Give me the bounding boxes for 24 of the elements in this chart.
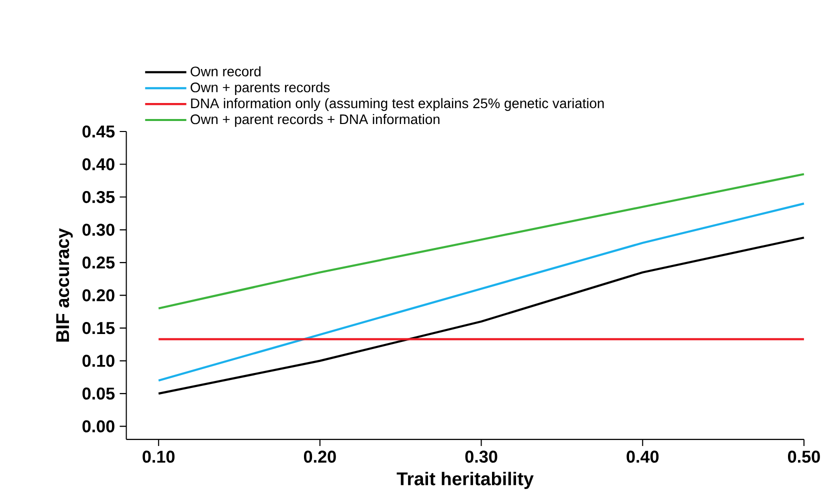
x-tick-label: 0.30	[465, 450, 498, 463]
line-series	[158, 202, 806, 382]
y-tick-label: 0.40	[82, 158, 114, 170]
y-tick-label: 0.45	[82, 125, 115, 138]
legend-label: Own record	[190, 66, 261, 76]
line-series	[158, 236, 806, 394]
x-axis-title: Trait heritability	[396, 472, 534, 489]
y-axis-title: BIF accuracy	[56, 228, 73, 342]
y-tick-label: 0.35	[82, 190, 115, 203]
y-tick-label: 0.00	[82, 420, 114, 432]
line-series	[158, 172, 806, 310]
x-tick-label: 0.20	[304, 450, 336, 463]
y-tick-label: 0.05	[82, 387, 115, 400]
x-tick-label: 0.10	[142, 450, 175, 463]
y-tick-label: 0.25	[82, 256, 115, 268]
y-tick-label: 0.15	[82, 322, 115, 334]
legend-label: DNA information only (assuming test explains 25% genetic variation	[191, 98, 604, 111]
x-tick-label: 0.40	[626, 450, 659, 463]
y-tick-label: 0.10	[82, 354, 114, 367]
y-tick-label: 0.20	[82, 289, 114, 302]
x-tick-label: 0.50	[788, 450, 820, 463]
legend-label: Own + parent records + DNA information	[190, 114, 440, 127]
legend-label: Own + parents records	[190, 82, 330, 95]
y-tick-label: 0.30	[82, 224, 114, 236]
